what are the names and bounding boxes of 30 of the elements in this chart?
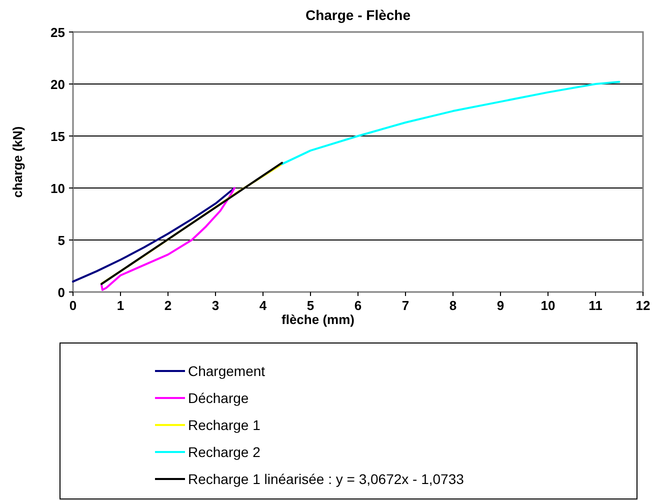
x-tick-label: 1 xyxy=(116,298,124,313)
x-tick-label: 8 xyxy=(449,298,457,313)
line-series xyxy=(100,187,236,291)
legend-label: Chargement xyxy=(188,363,266,379)
y-axis-title: charge (kN) xyxy=(10,126,25,198)
y-tick-label: 5 xyxy=(58,233,65,248)
legend-label: Recharge 1 xyxy=(188,417,261,433)
x-tick-label: 6 xyxy=(354,298,362,313)
chart-title: Charge - Flèche xyxy=(305,7,411,23)
y-tick-label: 20 xyxy=(50,77,65,92)
legend-label: Recharge 1 linéarisée : y = 3,0672x - 1,0733 xyxy=(188,471,464,487)
line-series xyxy=(281,80,620,166)
line-series xyxy=(72,187,236,283)
x-tick-label: 10 xyxy=(540,298,556,313)
legend-label: Décharge xyxy=(188,390,249,406)
x-tick-label: 2 xyxy=(164,298,172,313)
y-tick-label: 0 xyxy=(58,285,65,300)
x-tick-label: 9 xyxy=(496,298,504,313)
y-tick-label: 15 xyxy=(50,129,65,144)
x-tick-label: 7 xyxy=(402,298,410,313)
y-tick-label: 10 xyxy=(50,181,65,196)
x-axis-title: flèche (mm) xyxy=(282,312,354,327)
x-tick-label: 3 xyxy=(212,298,220,313)
y-tick-label: 25 xyxy=(50,25,65,40)
x-tick-label: 11 xyxy=(588,298,602,313)
x-tick-label: 0 xyxy=(69,298,77,313)
x-tick-label: 5 xyxy=(306,298,314,313)
x-tick-label: 4 xyxy=(259,298,268,313)
x-tick-label: 12 xyxy=(636,298,650,313)
legend-label: Recharge 2 xyxy=(188,444,261,460)
